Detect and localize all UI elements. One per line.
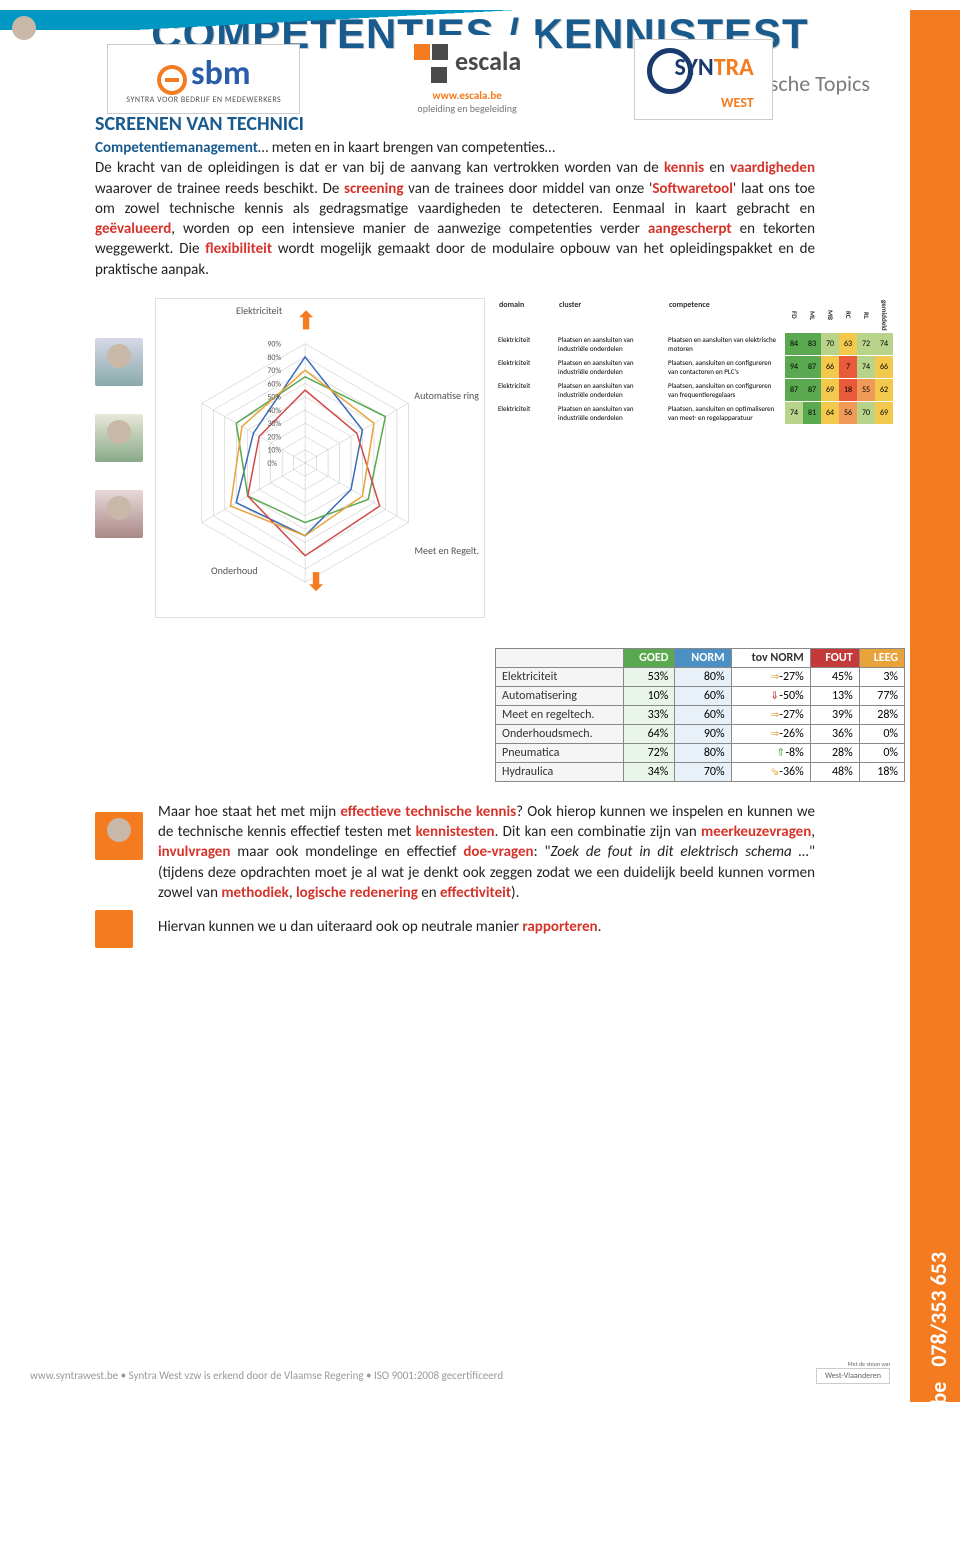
syntra-tra: TRA [714,52,754,81]
svg-text:0%: 0% [267,459,277,469]
sbm-tagline: SYNTRA VOOR BEDRIJF EN MEDEWERKERS [126,95,281,105]
footer-text: www.syntrawest.be • Syntra West vzw is e… [30,1369,503,1382]
avatar [95,812,143,860]
syntra-west: WEST [653,94,754,111]
svg-text:20%: 20% [267,432,281,442]
arrow-down-icon: ⬇ [306,568,326,597]
radar-axis-label: Meet en Regelt. [414,544,479,557]
header-diagonal [0,10,910,30]
radar-axis-label: Onderhoud [211,564,258,577]
sbm-name: sbm [191,53,250,94]
content: SCREENEN VAN TECHNICI Competentiemanagem… [0,97,900,948]
arrow-up-icon: ⬆ [296,307,316,336]
radar-axis-label: Elektriciteit [236,304,282,317]
sbm-icon [157,65,187,95]
avatar [95,338,143,386]
avatars-lower [95,802,143,948]
logo-escala: escala www.escala.be opleiding en begele… [395,35,539,123]
lower-section: Maar hoe staat het met mijn effectieve t… [95,802,815,948]
side-contact: www.syntrawest.be 078/353 653 [925,1252,952,1564]
avatar [95,414,143,462]
sponsor-logo: West-Vlaanderen [816,1368,890,1384]
logo-syntra: SYNTRA WEST [634,39,773,120]
avatars-left [95,298,155,618]
logo-sbm: sbm SYNTRA VOOR BEDRIJF EN MEDEWERKERS [107,44,300,114]
avatar [95,490,143,538]
side-phone: 078/353 653 [925,1252,952,1367]
escala-url: www.escala.be [413,89,521,102]
escala-icon [413,43,449,89]
syntra-circle-icon [647,48,693,94]
lower-paragraph: Maar hoe staat het met mijn effectieve t… [158,802,815,948]
svg-text:70%: 70% [267,366,281,376]
header: sbm SYNTRA VOOR BEDRIJF EN MEDEWERKERS e… [0,10,910,170]
side-banner [910,10,960,1402]
score-table: GOEDNORMtov NORMFOUTLEEGElektriciteit53%… [495,648,905,782]
svg-text:90%: 90% [267,339,281,349]
footer-sponsor: Met de steun van West-Vlaanderen [816,1360,890,1384]
radar-chart: 0% 10% 20% 30% 40% 50% 60% 70% 80% 90% Elektricit… [155,298,485,618]
side-url: www.syntrawest.be [925,1382,952,1564]
escala-tagline: opleiding en begeleiding [413,102,521,115]
svg-text:10%: 10% [267,445,281,455]
svg-text:60%: 60% [267,379,281,389]
svg-text:40%: 40% [267,406,281,416]
svg-text:30%: 30% [267,419,281,429]
chart-section: 0% 10% 20% 30% 40% 50% 60% 70% 80% 90% Elektricit… [95,298,905,618]
radar-axis-label: Automatise ring [414,389,479,402]
escala-name: escala [455,45,521,77]
svg-text:80%: 80% [267,353,281,363]
avatar [95,910,133,948]
heatmap-table: domainclustercompetenceFDMLMBRCRLgemidde… [495,298,905,618]
svg-text:50%: 50% [267,392,281,402]
